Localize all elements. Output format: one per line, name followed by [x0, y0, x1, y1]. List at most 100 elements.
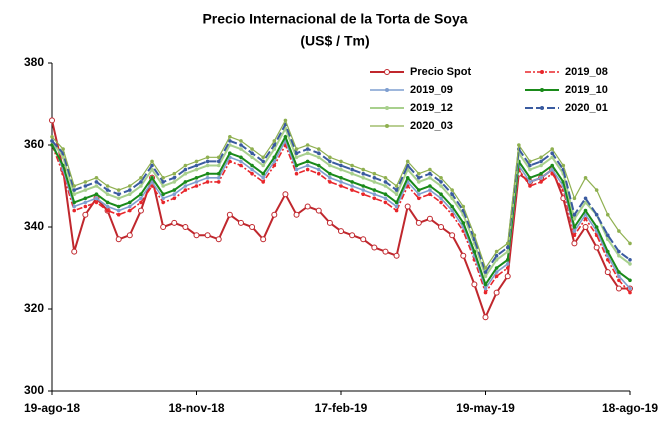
point-marker [605, 212, 610, 217]
point-marker [594, 188, 599, 192]
point-marker [250, 147, 254, 151]
point-marker [205, 171, 210, 176]
point-marker [439, 196, 443, 201]
point-marker [50, 139, 54, 143]
point-marker [372, 196, 377, 201]
point-marker [617, 253, 621, 258]
point-marker [404, 203, 411, 210]
point-marker [428, 192, 432, 196]
point-marker [205, 159, 210, 164]
point-marker [194, 184, 199, 188]
point-marker [115, 236, 122, 243]
point-marker [483, 286, 488, 291]
legend-marker [385, 106, 389, 110]
y-tick-label: 320 [24, 301, 44, 315]
point-marker [428, 188, 432, 192]
point-marker [128, 208, 132, 213]
point-marker [439, 200, 443, 205]
point-marker [272, 163, 277, 168]
point-marker [250, 167, 254, 172]
point-marker [605, 249, 610, 254]
point-marker [493, 289, 500, 296]
point-marker [294, 151, 299, 155]
point-marker [272, 147, 277, 151]
point-marker [272, 155, 277, 160]
point-marker [216, 159, 221, 164]
point-marker [494, 270, 499, 274]
series-line [51, 126, 631, 279]
point-marker [328, 163, 332, 168]
point-marker [183, 167, 188, 172]
point-marker [305, 159, 310, 164]
point-marker [172, 176, 177, 180]
point-marker [205, 163, 210, 168]
point-marker [361, 176, 366, 180]
point-marker [628, 262, 632, 266]
point-marker [50, 143, 54, 147]
point-marker [239, 147, 243, 151]
point-marker [383, 176, 388, 180]
point-marker [305, 147, 310, 151]
point-marker [172, 188, 177, 192]
point-marker [428, 171, 432, 176]
point-marker [128, 200, 132, 205]
point-marker [449, 232, 456, 239]
point-marker [50, 135, 54, 139]
point-marker [405, 176, 410, 180]
point-marker [94, 176, 99, 180]
point-marker [205, 180, 210, 184]
point-marker [617, 229, 621, 233]
legend-label: 2020_03 [410, 120, 453, 132]
point-marker [272, 159, 277, 164]
point-marker [72, 200, 77, 205]
point-marker [394, 204, 399, 209]
y-tick-label: 300 [24, 383, 44, 397]
point-marker [71, 248, 78, 255]
legend-label: 2019_08 [565, 66, 608, 78]
point-marker [116, 188, 121, 192]
point-marker [105, 188, 110, 192]
point-marker [83, 196, 88, 201]
point-marker [583, 176, 588, 180]
point-marker [394, 184, 399, 188]
point-marker [450, 204, 454, 209]
point-marker [61, 163, 65, 168]
point-marker [204, 232, 211, 239]
point-marker [161, 200, 165, 205]
point-marker [161, 176, 165, 180]
point-marker [361, 184, 366, 188]
point-marker [438, 224, 445, 230]
x-tick-label: 19-may-19 [456, 401, 515, 415]
point-marker [439, 192, 443, 196]
legend-label: 2019_10 [565, 84, 608, 96]
point-marker [461, 221, 466, 225]
point-marker [617, 278, 621, 283]
point-marker [316, 151, 321, 155]
point-marker [505, 258, 510, 262]
point-marker [72, 192, 77, 196]
point-marker [417, 171, 421, 176]
point-marker [94, 192, 99, 196]
x-tick-label: 18-ago-19 [602, 401, 658, 415]
point-marker [361, 188, 366, 192]
point-marker [383, 200, 388, 205]
point-marker [294, 155, 299, 160]
point-marker [83, 188, 88, 192]
point-marker [505, 241, 510, 246]
point-marker [261, 163, 265, 168]
point-marker [628, 290, 632, 295]
point-marker [450, 188, 454, 192]
point-marker [183, 163, 188, 168]
point-marker [539, 171, 543, 176]
point-marker [228, 151, 232, 155]
point-marker [326, 219, 333, 226]
point-marker [328, 171, 332, 176]
point-marker [194, 180, 199, 184]
point-marker [350, 180, 354, 184]
x-tick-label: 17-feb-19 [315, 401, 368, 415]
legend-marker [540, 70, 544, 74]
point-marker [583, 212, 588, 217]
point-marker [593, 244, 600, 251]
legend-label: Precio Spot [410, 66, 471, 78]
point-marker [205, 176, 210, 180]
